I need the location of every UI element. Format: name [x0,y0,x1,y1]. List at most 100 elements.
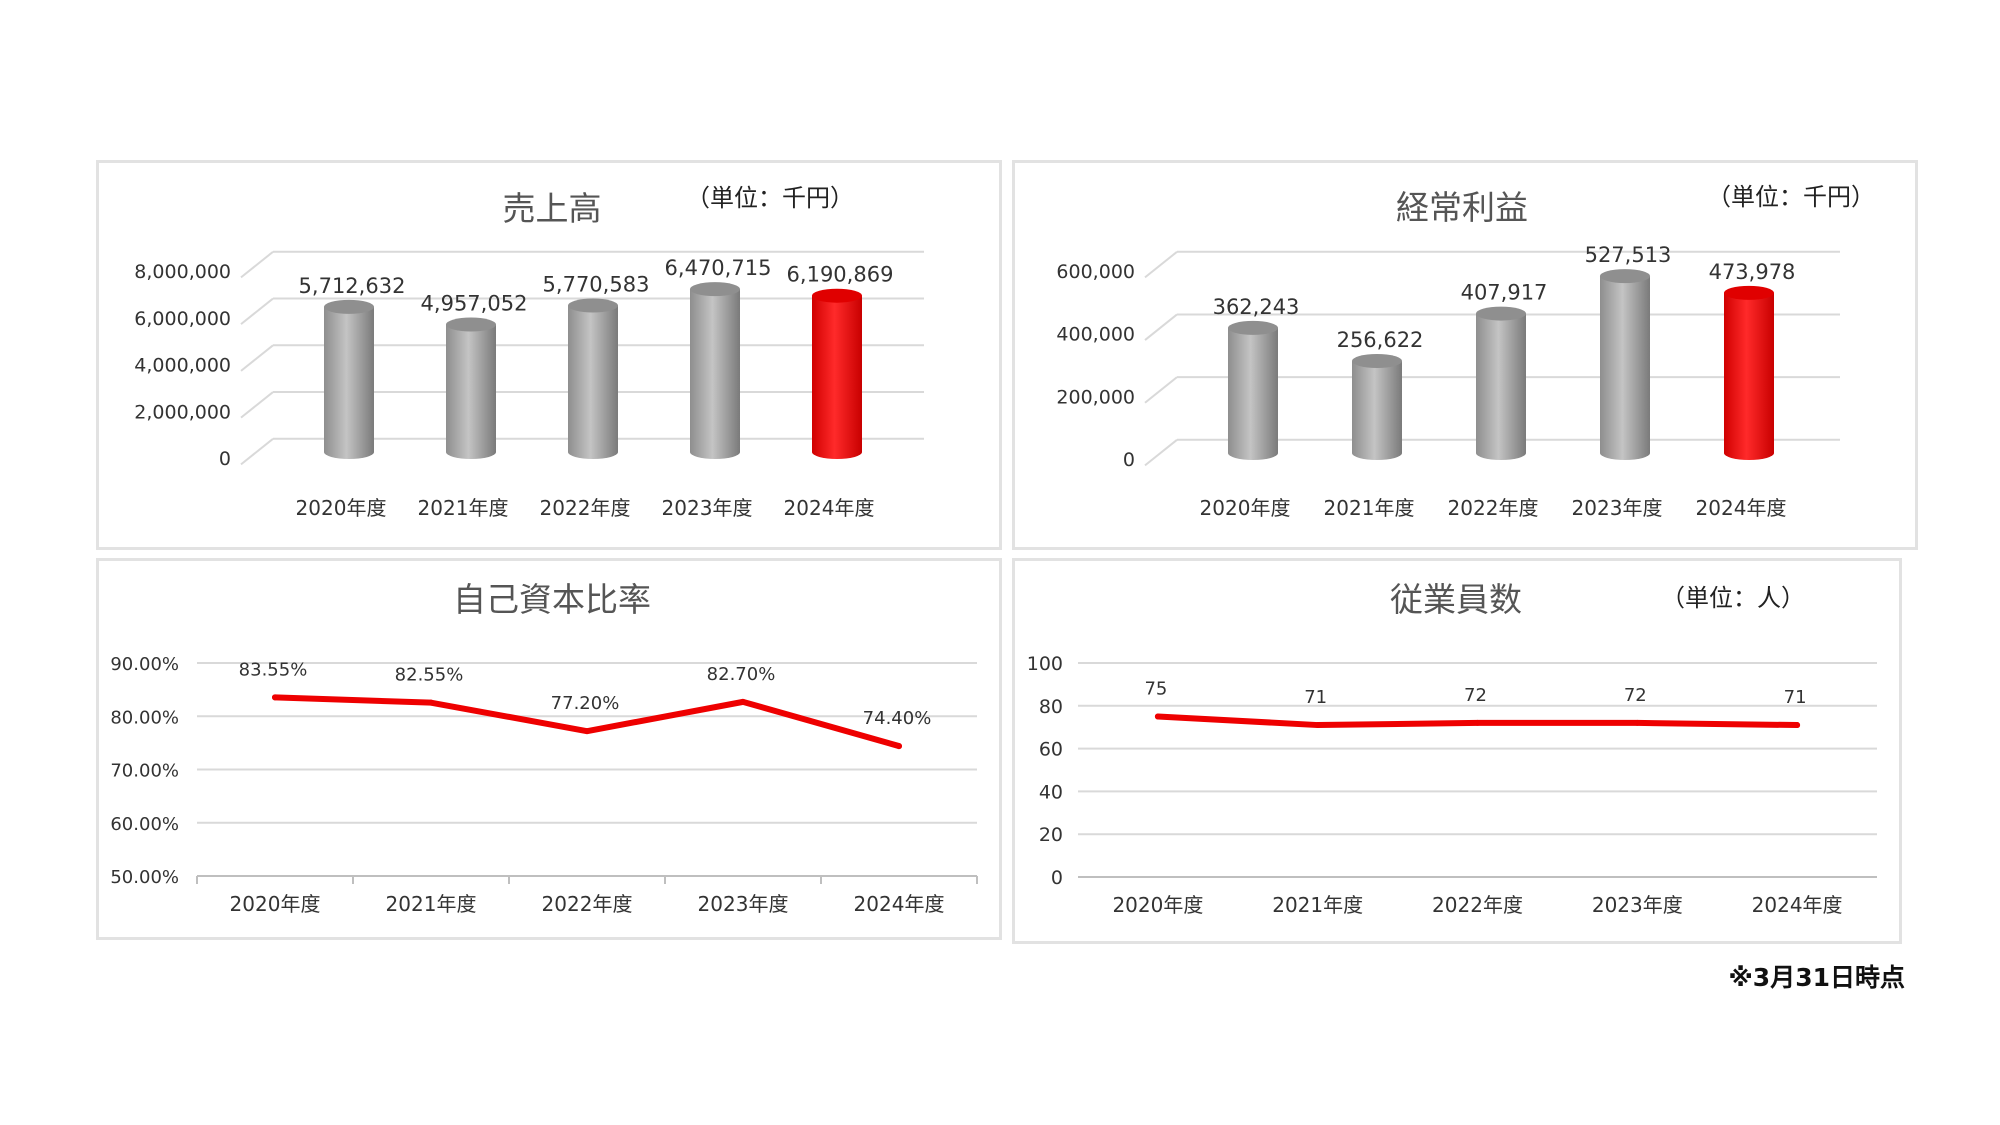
x-tick-label: 2022年度 [1432,893,1523,917]
data-point [740,698,746,705]
bar-2024年度 [1724,285,1774,460]
value-label: 74.40% [863,708,932,729]
gridline-diag [240,297,274,325]
value-label: 71 [1784,687,1807,708]
ordinary-profit-chart-panel: 0 200,000 400,000 600,000 362,243 256,622 407… [1012,160,1918,550]
y-tick-label: 80.00% [110,707,179,728]
employees-chart-svg: 0 20 40 60 80 100 75 71 72 72 71 2020年度 2021年度 2022… [1027,580,1877,917]
x-tick-label: 2023年度 [1572,496,1663,520]
gridline-diag [240,438,274,466]
value-label: 6,190,869 [787,263,894,287]
data-point [584,728,590,735]
bar-top [1476,306,1526,321]
y-tick-label: 0 [1051,867,1063,889]
equity-ratio-chart-svg: 50.00% 60.00% 70.00% 80.00% 90.00% 83.55% 82.… [110,580,978,916]
y-tick-label: 60.00% [110,814,179,835]
bar-body [324,306,374,459]
x-tick-label: 2021年度 [1324,496,1415,520]
ordinary-profit-chart-svg: 0 200,000 400,000 600,000 362,243 256,622 407… [1056,183,1875,520]
value-label: 72 [1624,685,1647,706]
value-label: 407,917 [1461,281,1548,305]
bar-2020年度 [1228,320,1278,460]
y-tick-label: 6,000,000 [134,308,231,330]
bar-2022年度 [1476,306,1526,460]
ordinary-profit-chart-unit: （単位：千円） [1707,183,1875,211]
value-label: 75 [1144,679,1167,700]
y-tick-label: 2,000,000 [134,401,231,423]
bar-body [1228,327,1278,460]
equity-ratio-chart-title: 自己資本比率 [453,580,651,619]
bar-body [1352,360,1402,460]
x-tick-label: 2023年度 [662,496,753,520]
sales-chart-panel: 0 2,000,000 4,000,000 6,000,000 8,000,000 5,… [96,160,1002,550]
data-point [1474,719,1481,726]
bar-top [812,288,862,303]
data-point [1794,722,1801,729]
bar-top [1228,320,1278,335]
value-label: 6,470,715 [665,256,772,280]
x-tick-label: 2022年度 [1448,496,1539,520]
bar-2021年度 [1352,353,1402,460]
data-point [428,699,434,706]
gridline-diag [1144,313,1178,341]
data-point [896,743,902,750]
x-tick-label: 2021年度 [1272,893,1363,917]
y-tick-label: 90.00% [110,654,179,675]
bar-2022年度 [568,298,618,459]
y-tick-label: 70.00% [110,761,179,782]
bar-top [568,298,618,313]
x-tick-label: 2020年度 [1200,496,1291,520]
x-tick-label: 2020年度 [296,496,387,520]
y-tick-label: 50.00% [110,867,179,888]
x-tick-label: 2023年度 [698,892,789,916]
value-label: 5,712,632 [299,274,406,298]
x-tick-label: 2020年度 [1112,893,1203,917]
bar-body [1724,292,1774,460]
bar-body [446,324,496,459]
x-tick-label: 2022年度 [542,892,633,916]
x-tick-label: 2023年度 [1592,893,1683,917]
bar-2024年度 [812,288,862,459]
sales-chart-unit: （単位：千円） [686,184,854,212]
y-tick-label: 60 [1039,739,1063,761]
data-point [1634,719,1641,726]
gridline-diag [1144,439,1178,467]
data-point [1154,713,1161,720]
gridline-diag [240,251,274,279]
bar-top [1724,285,1774,300]
x-tick-label: 2022年度 [540,496,631,520]
y-tick-label: 0 [219,448,231,470]
bar-2020年度 [324,299,374,459]
x-tick-label: 2021年度 [386,892,477,916]
bar-2023年度 [1600,269,1650,460]
y-tick-label: 200,000 [1056,386,1135,408]
value-label: 82.70% [707,664,776,685]
bar-2021年度 [446,317,496,459]
bar-top [324,299,374,314]
x-tick-label: 2020年度 [230,892,321,916]
y-tick-label: 100 [1027,653,1063,675]
sales-chart-svg: 0 2,000,000 4,000,000 6,000,000 8,000,000 5,… [134,184,924,520]
employees-chart-title: 従業員数 [1390,580,1522,619]
bar-body [568,305,618,459]
x-tick-label: 2024年度 [1696,496,1787,520]
y-tick-label: 8,000,000 [134,261,231,283]
y-tick-label: 4,000,000 [134,355,231,377]
y-tick-label: 40 [1039,781,1063,803]
data-point [272,694,278,701]
gridline-diag [1144,251,1178,279]
y-tick-label: 600,000 [1056,261,1135,283]
value-label: 77.20% [551,693,620,714]
sales-chart-title: 売上高 [503,189,602,228]
employees-chart-unit: （単位：人） [1661,584,1805,612]
employees-chart-panel: 0 20 40 60 80 100 75 71 72 72 71 2020年度 2021年度 2022… [1012,558,1902,944]
bar-top [1352,353,1402,368]
as-of-note: ※3月31日時点 [1728,963,1906,992]
bar-top [1600,269,1650,284]
gridline-diag [1144,376,1178,404]
value-label: 82.55% [395,665,464,686]
equity-ratio-chart-panel: 50.00% 60.00% 70.00% 80.00% 90.00% 83.55% 82.… [96,558,1002,940]
value-label: 362,243 [1213,295,1300,319]
x-tick-label: 2024年度 [784,496,875,520]
bar-body [812,295,862,459]
